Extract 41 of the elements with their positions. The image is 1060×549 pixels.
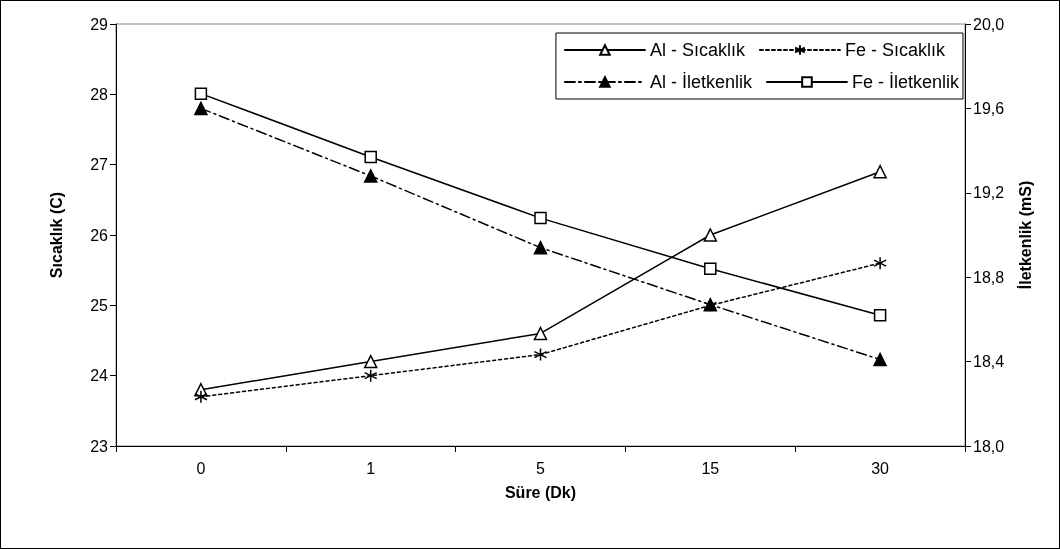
legend-label: Fe - Sıcaklık <box>844 40 946 60</box>
y-tick-label: 28 <box>90 85 109 103</box>
y-tick-label: 26 <box>90 226 109 244</box>
x-tick-label: 5 <box>536 459 546 477</box>
x-axis-title: Süre (Dk) <box>504 483 577 501</box>
legend-label: Al - Sıcaklık <box>649 40 746 60</box>
point <box>533 240 548 255</box>
point <box>534 211 547 225</box>
point <box>194 101 208 116</box>
point <box>873 256 887 270</box>
x-tick-label: 30 <box>871 459 890 477</box>
point <box>703 228 718 242</box>
y2-tick-label: 19,6 <box>973 99 1005 117</box>
y2-tick-label: 18,0 <box>973 437 1005 455</box>
legend-label: Fe - İletkenlik <box>851 72 960 92</box>
point <box>363 354 378 369</box>
x-tick-label: 15 <box>701 459 720 477</box>
point <box>533 347 548 362</box>
y-tick-label: 27 <box>90 156 109 174</box>
point <box>363 368 378 383</box>
legend-label: Al - İletkenlik <box>649 72 753 92</box>
y2-tick-label: 18,8 <box>973 268 1005 286</box>
point <box>873 308 887 322</box>
y2-tick-label: 19,2 <box>973 184 1005 202</box>
y-tick-label: 29 <box>90 15 109 33</box>
y2-tick-label: 20,0 <box>973 15 1005 33</box>
y2-axis-title: İletkenlik (mS) <box>1016 180 1034 290</box>
y-tick-label: 23 <box>90 437 109 455</box>
y-axis-title: Sıcaklık (C) <box>47 191 65 279</box>
x-tick-label: 1 <box>366 459 376 477</box>
point <box>363 169 378 183</box>
point <box>533 326 548 341</box>
point <box>194 87 208 100</box>
point <box>704 262 717 276</box>
point <box>873 352 887 367</box>
x-tick-label: 0 <box>196 459 206 477</box>
point <box>364 150 377 164</box>
point <box>873 164 887 179</box>
y-tick-label: 25 <box>90 296 109 314</box>
y-tick-label: 24 <box>90 367 109 385</box>
y2-tick-label: 18,4 <box>973 353 1005 371</box>
